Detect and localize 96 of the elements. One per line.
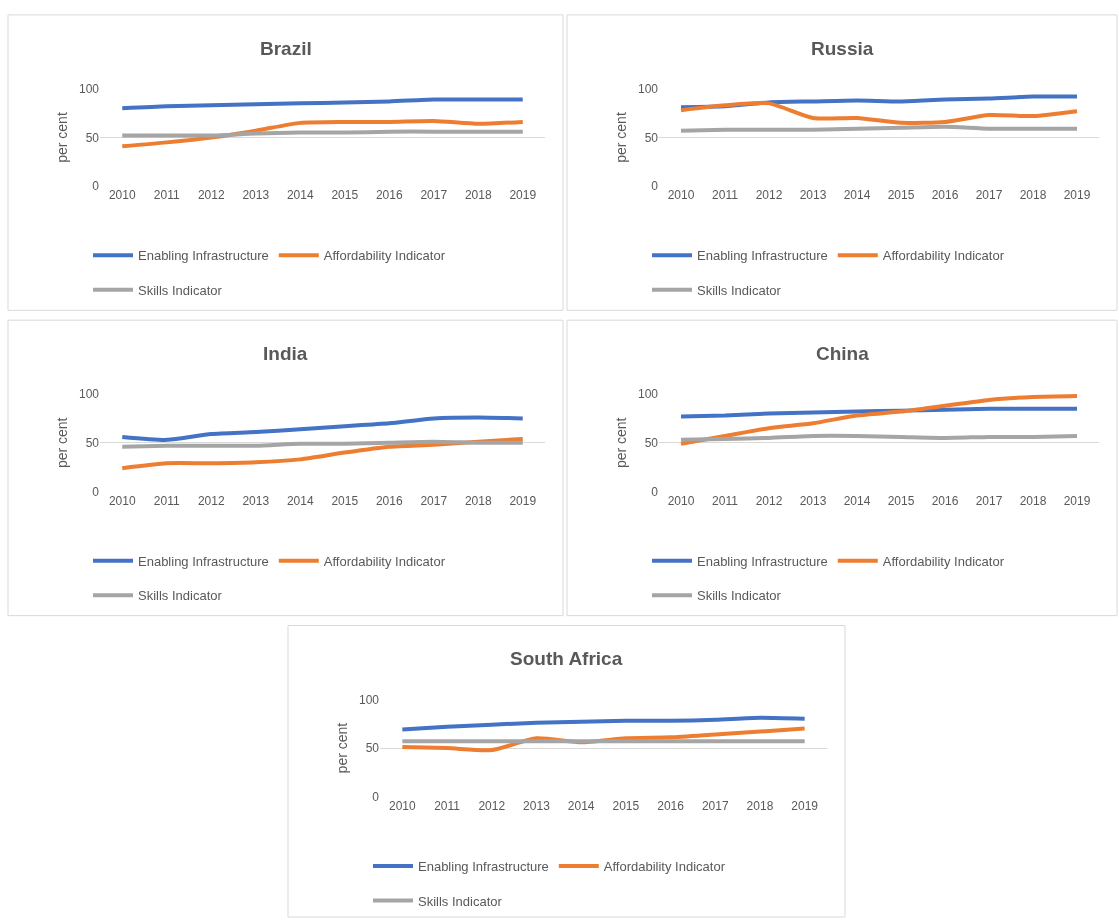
legend-label: Enabling Infrastructure	[418, 859, 549, 875]
chart-title: Brazil	[260, 38, 312, 59]
x-tick-label: 2017	[420, 188, 448, 203]
x-tick-label: 2018	[464, 188, 492, 203]
x-tick-label: 2011	[153, 493, 180, 508]
x-tick-label: 2016	[375, 188, 403, 203]
x-tick-label: 2013	[242, 188, 270, 203]
x-tick-label: 2015	[612, 798, 640, 813]
x-tick-label: 2010	[667, 493, 695, 508]
x-tick-label: 2015	[887, 493, 915, 508]
x-tick-label: 2014	[843, 188, 871, 203]
legend-label: Skills Indicator	[697, 588, 782, 604]
x-tick-label: 2012	[197, 188, 225, 203]
line-series	[679, 394, 1079, 446]
x-tick-label: 2019	[509, 493, 537, 508]
x-tick-label: 2013	[799, 188, 827, 203]
y-tick-label: 0	[92, 179, 100, 194]
legend-label: Enabling Infrastructure	[697, 248, 828, 264]
x-tick-label: 2013	[242, 493, 270, 508]
legend-label: Skills Indicator	[138, 588, 223, 604]
x-tick-label: 2017	[701, 798, 729, 813]
y-axis-title: per cent	[333, 722, 350, 774]
x-tick-label: 2019	[791, 798, 819, 813]
x-tick-label: 2015	[331, 188, 359, 203]
x-tick-label: 2018	[1019, 188, 1047, 203]
x-tick-label: 2016	[657, 798, 685, 813]
line-series	[120, 97, 525, 111]
y-axis-title: per cent	[612, 417, 629, 469]
y-tick-label: 0	[92, 484, 100, 499]
x-tick-label: 2013	[799, 493, 827, 508]
legend-label: Affordability Indicator	[603, 859, 726, 875]
y-tick-label: 50	[365, 741, 380, 756]
chart-title: Russia	[811, 38, 874, 59]
y-tick-label: 50	[644, 130, 659, 145]
legend-label: Skills Indicator	[418, 893, 503, 909]
x-tick-label: 2014	[567, 798, 595, 813]
line-series	[120, 118, 525, 149]
line-series	[679, 101, 1079, 125]
y-tick-label: 0	[651, 484, 659, 499]
x-tick-label: 2011	[434, 798, 461, 813]
x-tick-label: 2011	[712, 188, 739, 203]
x-tick-label: 2018	[746, 798, 774, 813]
x-tick-label: 2010	[108, 493, 136, 508]
x-tick-label: 2017	[975, 493, 1003, 508]
x-tick-label: 2012	[755, 188, 783, 203]
y-tick-label: 50	[85, 436, 100, 450]
legend-label: Affordability Indicator	[323, 248, 446, 264]
legend-label: Affordability Indicator	[323, 553, 446, 569]
x-tick-label: 2012	[755, 493, 783, 508]
legend-label: Skills Indicator	[138, 282, 223, 298]
x-tick-label: 2012	[197, 493, 225, 508]
legend-label: Enabling Infrastructure	[138, 248, 269, 264]
line-series	[400, 715, 807, 732]
x-tick-label: 2016	[931, 493, 959, 508]
x-tick-label: 2017	[975, 188, 1003, 203]
legend-label: Affordability Indicator	[882, 553, 1005, 569]
x-tick-label: 2016	[375, 493, 403, 508]
x-tick-label: 2013	[523, 798, 551, 813]
y-tick-label: 50	[85, 130, 100, 145]
x-tick-label: 2010	[389, 798, 417, 813]
legend-label: Skills Indicator	[697, 282, 782, 298]
line-series	[120, 415, 525, 442]
chart-title: China	[816, 343, 870, 364]
legend-label: Enabling Infrastructure	[138, 553, 269, 569]
x-tick-label: 2018	[464, 493, 492, 508]
x-tick-label: 2011	[712, 493, 739, 508]
x-tick-label: 2014	[843, 493, 871, 508]
y-tick-label: 100	[78, 387, 100, 402]
y-axis-title: per cent	[612, 112, 629, 163]
y-axis-title: per cent	[53, 417, 70, 469]
x-tick-label: 2015	[331, 493, 359, 508]
legend-label: Affordability Indicator	[882, 248, 1005, 264]
x-tick-label: 2017	[420, 493, 448, 508]
x-tick-label: 2010	[108, 188, 136, 203]
x-tick-label: 2015	[887, 188, 915, 203]
x-tick-label: 2010	[667, 188, 695, 203]
y-tick-label: 100	[637, 387, 659, 402]
chart-title: India	[263, 343, 308, 364]
y-tick-label: 0	[372, 790, 380, 805]
x-tick-label: 2014	[286, 188, 314, 203]
y-tick-label: 100	[78, 81, 100, 96]
x-tick-label: 2019	[509, 188, 537, 203]
x-tick-label: 2018	[1019, 493, 1047, 508]
x-tick-label: 2016	[931, 188, 959, 203]
y-tick-label: 50	[644, 436, 659, 450]
y-axis-title: per cent	[53, 112, 70, 163]
x-tick-label: 2019	[1063, 493, 1091, 508]
x-tick-label: 2019	[1063, 188, 1091, 203]
x-tick-label: 2011	[153, 188, 180, 203]
y-tick-label: 100	[358, 692, 380, 707]
y-tick-label: 0	[651, 179, 659, 194]
legend-label: Enabling Infrastructure	[697, 553, 828, 569]
x-tick-label: 2012	[478, 798, 506, 813]
x-tick-label: 2014	[286, 493, 314, 508]
chart-title: South Africa	[510, 648, 623, 669]
y-tick-label: 100	[637, 81, 659, 96]
